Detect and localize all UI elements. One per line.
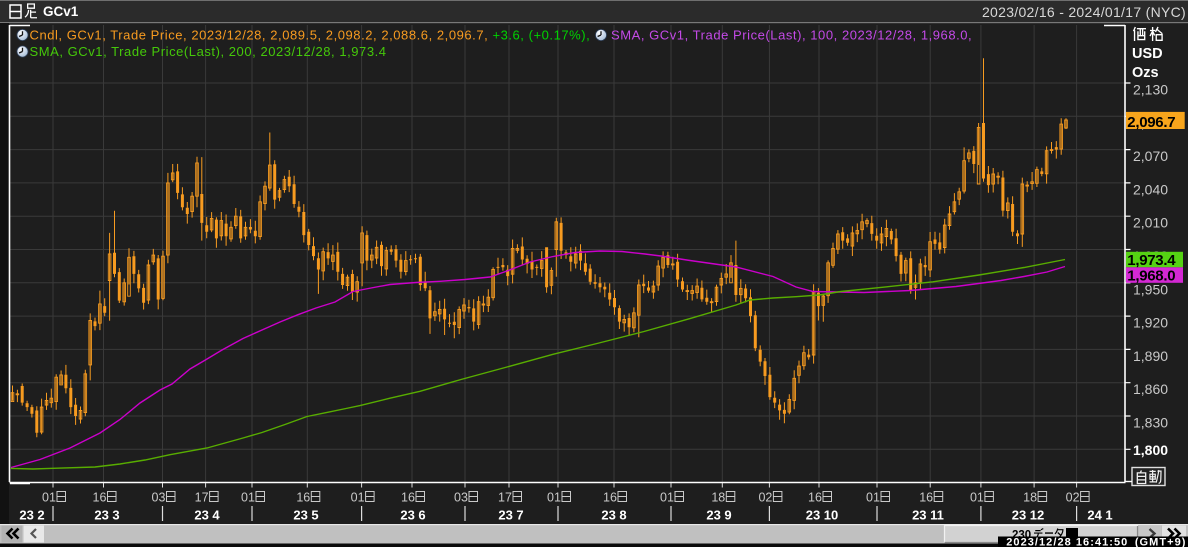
svg-text:01: 01 bbox=[351, 491, 365, 505]
svg-text:1,920: 1,920 bbox=[1133, 315, 1168, 331]
svg-text:SMA, GCv1, Trade Price(Last),: SMA, GCv1, Trade Price(Last), 100, 2023/… bbox=[611, 28, 972, 43]
svg-text:2,130: 2,130 bbox=[1133, 82, 1168, 98]
svg-text:23 3: 23 3 bbox=[94, 508, 119, 523]
svg-text:23 2: 23 2 bbox=[19, 508, 44, 523]
svg-text:2,040: 2,040 bbox=[1133, 181, 1168, 197]
svg-text:18: 18 bbox=[1023, 491, 1037, 505]
svg-text:24 1: 24 1 bbox=[1087, 508, 1112, 523]
svg-text:1,950: 1,950 bbox=[1133, 281, 1168, 297]
svg-text:GCv1: GCv1 bbox=[43, 4, 79, 19]
svg-text:16: 16 bbox=[296, 491, 310, 505]
svg-text:23 4: 23 4 bbox=[194, 508, 220, 523]
svg-text:Ozs: Ozs bbox=[1132, 65, 1159, 81]
svg-text:1,860: 1,860 bbox=[1133, 381, 1168, 397]
svg-text:2,010: 2,010 bbox=[1133, 215, 1168, 231]
svg-text:1,973.4: 1,973.4 bbox=[1127, 252, 1176, 269]
svg-text:16: 16 bbox=[401, 491, 415, 505]
svg-text:1,800: 1,800 bbox=[1133, 442, 1168, 458]
svg-text:23 5: 23 5 bbox=[293, 508, 318, 523]
svg-text:Cndl, GCv1, Trade Price, 2023/: Cndl, GCv1, Trade Price, 2023/12/28, 2,0… bbox=[30, 28, 591, 43]
svg-text:03: 03 bbox=[152, 491, 166, 505]
svg-text:23 9: 23 9 bbox=[706, 508, 731, 523]
svg-text:1,890: 1,890 bbox=[1133, 348, 1168, 364]
svg-text:USD: USD bbox=[1132, 46, 1163, 62]
svg-text:01: 01 bbox=[547, 491, 561, 505]
svg-text:23 6: 23 6 bbox=[400, 508, 425, 523]
svg-text:01: 01 bbox=[866, 491, 880, 505]
svg-text:2023/02/16 - 2024/01/17 (NYC): 2023/02/16 - 2024/01/17 (NYC) bbox=[982, 4, 1186, 20]
svg-text:02: 02 bbox=[1066, 491, 1080, 505]
svg-text:16: 16 bbox=[93, 491, 107, 505]
svg-text:23 8: 23 8 bbox=[601, 508, 626, 523]
svg-text:1,968.0: 1,968.0 bbox=[1127, 267, 1175, 284]
svg-text:18: 18 bbox=[711, 491, 725, 505]
svg-text:2,070: 2,070 bbox=[1133, 148, 1168, 164]
svg-text:2,096.7: 2,096.7 bbox=[1127, 114, 1175, 131]
svg-text:01: 01 bbox=[42, 491, 56, 505]
svg-text:16: 16 bbox=[603, 491, 617, 505]
svg-text:16: 16 bbox=[808, 491, 822, 505]
svg-text:01: 01 bbox=[660, 491, 674, 505]
svg-text:2023/12/28 16:41:50 (GMT+9): 2023/12/28 16:41:50 (GMT+9) bbox=[1006, 537, 1186, 547]
svg-text:SMA, GCv1, Trade Price(Last),: SMA, GCv1, Trade Price(Last), 200, 2023/… bbox=[30, 44, 387, 59]
svg-text:03: 03 bbox=[454, 491, 468, 505]
svg-text:16: 16 bbox=[919, 491, 933, 505]
svg-text:02: 02 bbox=[758, 491, 772, 505]
svg-text:1,830: 1,830 bbox=[1133, 415, 1168, 431]
svg-text:01: 01 bbox=[970, 491, 984, 505]
svg-text:23 10: 23 10 bbox=[806, 508, 839, 523]
svg-text:23 12: 23 12 bbox=[1012, 508, 1045, 523]
svg-text:17: 17 bbox=[498, 491, 512, 505]
svg-text:17: 17 bbox=[195, 491, 209, 505]
svg-text:23 7: 23 7 bbox=[498, 508, 523, 523]
svg-text:01: 01 bbox=[241, 491, 255, 505]
svg-text:23 11: 23 11 bbox=[912, 508, 944, 523]
